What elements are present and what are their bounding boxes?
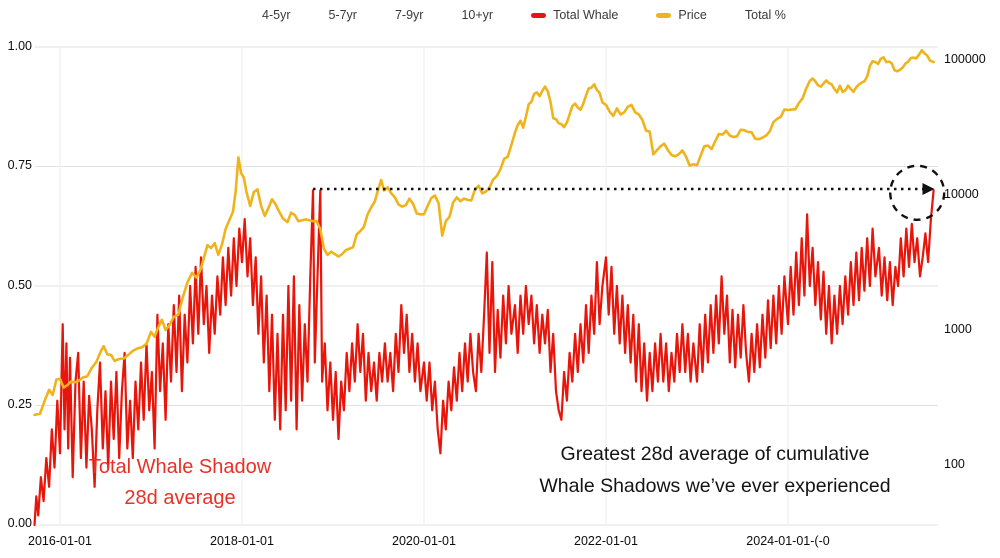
legend-item-price[interactable]: Price xyxy=(656,8,707,22)
highlight-circle xyxy=(889,164,946,222)
legend-item-4-5yr[interactable]: 4-5yr xyxy=(262,8,290,22)
legend-label: Price xyxy=(678,8,707,22)
legend: 4-5yr 5-7yr 7-9yr 10+yr Total Whale Pric… xyxy=(262,8,786,22)
y-left-tick-0.25: 0.25 xyxy=(7,397,32,411)
x-tick-2022: 2022-01-01 xyxy=(574,534,638,548)
legend-label: 5-7yr xyxy=(328,8,357,22)
y-left-tick-0.00: 0.00 xyxy=(7,516,32,530)
whale-shadow-annotation: Total Whale Shadow 28d average xyxy=(48,452,312,514)
greatest-average-annotation-line1: Greatest 28d average of cumulative xyxy=(560,443,870,465)
x-tick-2018: 2018-01-01 xyxy=(210,534,274,548)
legend-label: 7-9yr xyxy=(394,8,424,22)
price-line-marker-icon xyxy=(656,12,672,18)
legend-label: Total % xyxy=(744,8,786,22)
y-right-tick-100: 100 xyxy=(944,457,965,471)
legend-item-total-pct[interactable]: Total % xyxy=(745,8,786,22)
series-total-whale xyxy=(33,189,935,527)
legend-item-5-7yr[interactable]: 5-7yr xyxy=(328,8,356,22)
y-left-tick-0.50: 0.50 xyxy=(7,278,32,292)
greatest-average-annotation: Greatest 28d average of cumulative Whale… xyxy=(500,438,930,502)
total-whale-line-marker-icon xyxy=(531,12,547,18)
arrowhead-icon xyxy=(922,182,935,195)
legend-label: 10+yr xyxy=(461,8,494,22)
x-tick-2024: 2024-01-01-(-0 xyxy=(746,534,830,548)
legend-item-7-9yr[interactable]: 7-9yr xyxy=(395,8,423,22)
legend-label: 4-5yr xyxy=(262,8,291,22)
legend-label: Total Whale xyxy=(553,8,619,22)
x-tick-2016: 2016-01-01 xyxy=(28,534,92,548)
legend-item-total-whale[interactable]: Total Whale xyxy=(531,8,618,22)
y-right-tick-10000: 10000 xyxy=(944,187,979,201)
whale-shadow-annotation-line1: Total Whale Shadow xyxy=(88,456,272,478)
y-left-tick-0.75: 0.75 xyxy=(7,158,32,172)
y-right-tick-100000: 100000 xyxy=(944,52,986,66)
whale-shadow-annotation-line2: 28d average xyxy=(124,487,236,509)
legend-item-10plus-yr[interactable]: 10+yr xyxy=(461,8,493,22)
greatest-average-annotation-line2: Whale Shadows we’ve ever experienced xyxy=(539,475,891,497)
x-tick-2020: 2020-01-01 xyxy=(392,534,456,548)
y-left-tick-1.00: 1.00 xyxy=(7,39,32,53)
series-price xyxy=(33,49,935,417)
y-right-tick-1000: 1000 xyxy=(944,322,972,336)
